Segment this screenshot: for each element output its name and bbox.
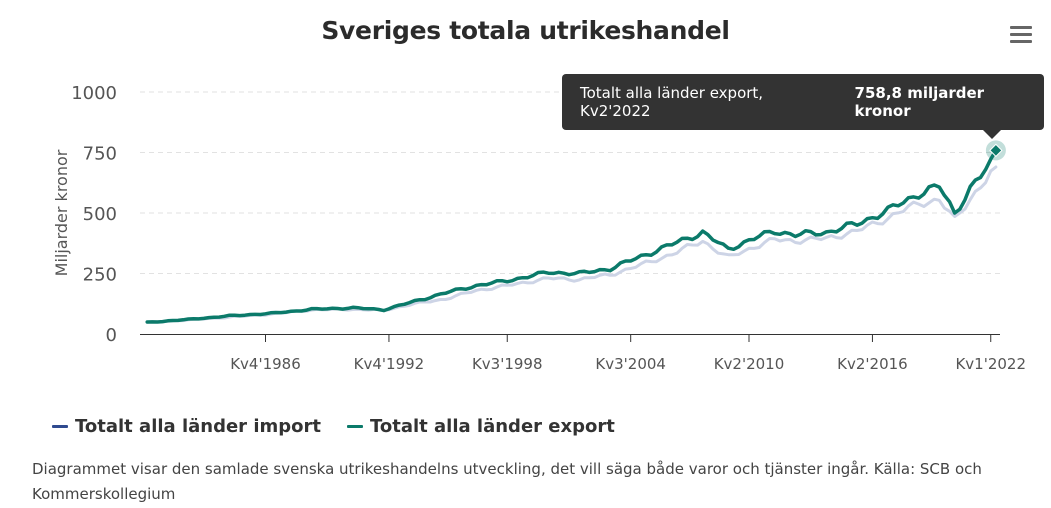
y-tick-label-500: 500 — [83, 204, 117, 225]
series-line-export — [145, 148, 998, 324]
line-chart: 0 250 500 750 1000 Kv4'1986 Kv4'1992 Kv3'1998 Kv… — [52, 83, 1026, 373]
legend-swatch-export — [346, 425, 363, 428]
legend-swatch-import — [52, 425, 68, 428]
legend-label-export: Totalt alla länder export — [369, 416, 615, 437]
hamburger-menu-icon[interactable] — [1010, 26, 1032, 44]
tooltip-label: Totalt alla länder export, Kv2'2022 — [580, 84, 764, 120]
tooltip-value: 758,8 miljarder kronor — [854, 84, 985, 120]
x-tick-label-Kv2'2016: Kv2'2016 — [837, 355, 908, 373]
x-tick-label-Kv1'2022: Kv1'2022 — [955, 355, 1026, 373]
x-tick-label-Kv2'2010: Kv2'2010 — [714, 355, 785, 373]
legend-label-import: Totalt alla länder import — [75, 416, 321, 437]
y-tick-label-1000: 1000 — [71, 83, 117, 104]
y-axis-title: Miljarder kronor — [52, 149, 71, 276]
y-tick-label-250: 250 — [83, 265, 117, 286]
highlight-point-marker — [989, 143, 1003, 158]
series-line-import — [145, 165, 998, 324]
legend-item-import[interactable]: Totalt alla länder import — [52, 416, 321, 437]
chart-caption: Diagrammet visar den samlade svenska utr… — [32, 460, 982, 503]
y-tick-label-750: 750 — [83, 144, 117, 165]
x-tick-label-Kv3'1998: Kv3'1998 — [472, 355, 543, 373]
tooltip: Totalt alla länder export, Kv2'2022 758,… — [562, 74, 1044, 130]
legend: Totalt alla länder import Totalt alla lä… — [52, 416, 615, 437]
x-tick-label-Kv3'2004: Kv3'2004 — [595, 355, 666, 373]
x-tick-label-Kv4'1986: Kv4'1986 — [230, 355, 301, 373]
y-tick-label-0: 0 — [106, 325, 117, 346]
tooltip-arrow — [983, 130, 1001, 139]
chart-title: Sveriges totala utrikeshandel — [321, 16, 730, 45]
x-tick-label-Kv4'1992: Kv4'1992 — [354, 355, 425, 373]
legend-item-export[interactable]: Totalt alla länder export — [346, 416, 615, 437]
